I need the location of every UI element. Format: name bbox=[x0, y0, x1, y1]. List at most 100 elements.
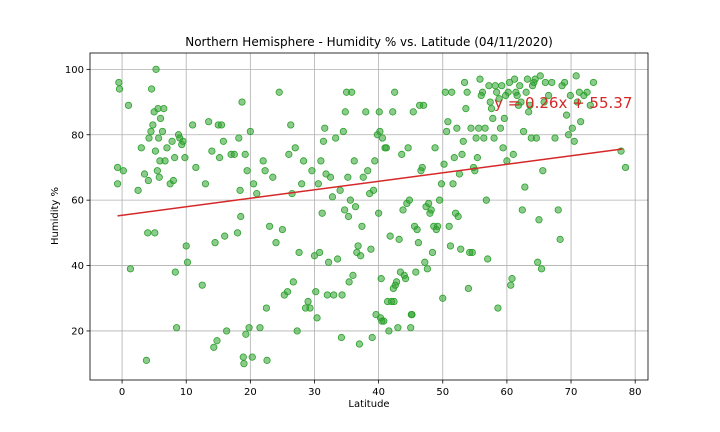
data-point bbox=[299, 157, 308, 165]
data-point bbox=[586, 101, 594, 109]
data-point bbox=[481, 124, 489, 132]
data-point bbox=[367, 245, 375, 253]
data-point bbox=[475, 124, 483, 132]
data-point bbox=[235, 134, 243, 142]
data-point bbox=[263, 356, 271, 364]
data-point bbox=[455, 170, 464, 178]
data-point bbox=[391, 88, 399, 96]
data-point bbox=[445, 222, 453, 230]
regression-line bbox=[117, 148, 623, 217]
data-point bbox=[155, 173, 163, 181]
y-tick-label: 80 bbox=[71, 130, 84, 141]
data-point bbox=[240, 360, 248, 368]
data-point bbox=[440, 160, 448, 168]
data-point bbox=[245, 324, 253, 332]
data-point bbox=[189, 121, 197, 129]
data-point bbox=[544, 91, 553, 100]
data-point bbox=[523, 75, 532, 83]
data-point bbox=[124, 101, 133, 109]
data-point bbox=[500, 114, 508, 123]
data-point bbox=[458, 150, 466, 158]
data-point bbox=[217, 121, 226, 129]
data-point bbox=[536, 72, 544, 80]
data-point bbox=[295, 248, 303, 257]
data-point bbox=[142, 356, 151, 364]
data-point bbox=[389, 108, 397, 116]
data-point bbox=[508, 275, 516, 283]
data-point bbox=[198, 281, 206, 289]
data-point bbox=[278, 225, 287, 234]
data-point bbox=[453, 124, 461, 132]
data-point bbox=[357, 252, 365, 260]
y-tick-label: 60 bbox=[71, 196, 84, 207]
data-point bbox=[589, 78, 598, 87]
data-point bbox=[425, 199, 433, 208]
data-point bbox=[375, 209, 383, 217]
data-point bbox=[317, 157, 325, 165]
data-point bbox=[153, 167, 161, 175]
data-point bbox=[149, 121, 157, 129]
data-point bbox=[310, 252, 319, 260]
data-point bbox=[341, 108, 349, 116]
data-point bbox=[554, 206, 562, 214]
data-point bbox=[448, 88, 456, 96]
data-point bbox=[446, 242, 455, 250]
data-point bbox=[494, 304, 502, 312]
data-point bbox=[344, 173, 352, 181]
data-point bbox=[156, 114, 165, 123]
data-point bbox=[113, 180, 122, 188]
data-point bbox=[509, 150, 517, 158]
data-point bbox=[113, 163, 122, 172]
y-axis-ticks: 20 40 60 80 100 bbox=[65, 65, 90, 337]
data-point bbox=[312, 288, 320, 296]
data-point bbox=[241, 150, 249, 158]
data-point bbox=[152, 65, 160, 73]
data-point bbox=[350, 157, 358, 165]
data-point bbox=[556, 235, 564, 243]
data-point bbox=[573, 98, 582, 106]
chart-title: Northern Hemisphere - Humidity % vs. Lat… bbox=[185, 35, 553, 49]
data-point bbox=[449, 180, 457, 188]
data-point bbox=[407, 324, 415, 332]
data-point bbox=[499, 144, 507, 152]
y-tick-label: 100 bbox=[65, 65, 84, 76]
regression-equation-annotation: y = 0.26x + 55.37 bbox=[494, 94, 632, 112]
data-point bbox=[535, 216, 543, 224]
data-point bbox=[339, 127, 347, 136]
data-point bbox=[344, 212, 353, 221]
data-point bbox=[262, 304, 270, 312]
data-point bbox=[460, 78, 469, 87]
data-point bbox=[380, 317, 388, 325]
data-point bbox=[392, 278, 401, 286]
data-point bbox=[491, 82, 499, 90]
data-point bbox=[211, 239, 219, 247]
data-point bbox=[419, 101, 428, 109]
x-tick-label: 50 bbox=[436, 387, 449, 398]
data-point bbox=[208, 147, 216, 155]
data-point bbox=[431, 144, 439, 152]
data-point bbox=[504, 88, 512, 96]
data-point bbox=[321, 124, 329, 132]
data-point bbox=[572, 72, 580, 80]
data-point bbox=[221, 232, 229, 240]
y-axis-label: Humidity % bbox=[50, 187, 61, 245]
data-point bbox=[412, 268, 420, 276]
data-point bbox=[205, 118, 213, 126]
data-point bbox=[534, 258, 542, 266]
data-point bbox=[513, 91, 521, 100]
data-point bbox=[421, 258, 429, 266]
data-point bbox=[503, 157, 511, 165]
data-point bbox=[210, 343, 218, 351]
data-point bbox=[337, 333, 346, 342]
data-point bbox=[269, 173, 277, 181]
data-point bbox=[485, 82, 493, 90]
data-point bbox=[444, 118, 452, 126]
data-point bbox=[496, 124, 505, 132]
data-point bbox=[437, 180, 446, 188]
data-point bbox=[349, 271, 357, 279]
data-point bbox=[265, 222, 274, 230]
data-point bbox=[192, 163, 200, 172]
data-point bbox=[382, 144, 390, 152]
data-point bbox=[242, 330, 250, 338]
